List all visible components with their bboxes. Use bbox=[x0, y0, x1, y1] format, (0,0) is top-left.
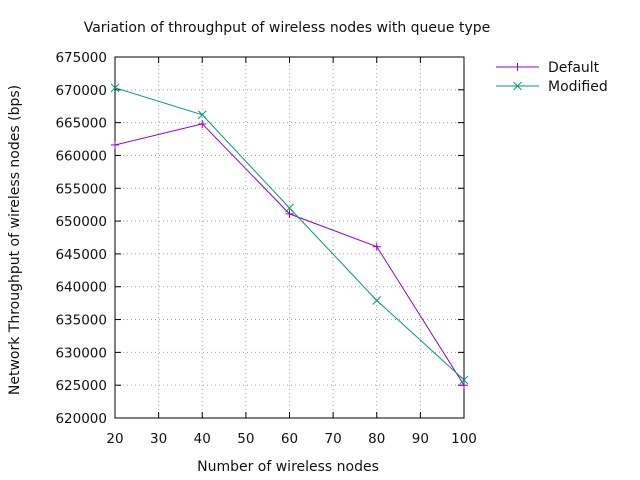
data-point-modified bbox=[459, 375, 469, 385]
x-tick-label: 60 bbox=[281, 431, 298, 447]
x-tick-label: 70 bbox=[325, 431, 342, 447]
y-tick-label: 640000 bbox=[55, 280, 107, 296]
data-point-modified bbox=[285, 203, 294, 213]
x-tick-label: 30 bbox=[150, 431, 167, 447]
data-point-modified bbox=[197, 110, 207, 120]
y-tick-label: 630000 bbox=[55, 345, 107, 361]
legend-marker-default bbox=[513, 63, 522, 71]
y-tick-label: 625000 bbox=[55, 378, 107, 394]
x-tick-label: 50 bbox=[237, 431, 254, 447]
y-tick-label: 620000 bbox=[55, 411, 107, 427]
y-tick-label: 670000 bbox=[55, 83, 107, 99]
data-point-default bbox=[460, 381, 468, 390]
legend-label-modified: Modified bbox=[548, 79, 608, 95]
y-tick-label: 675000 bbox=[55, 50, 107, 66]
data-point-modified bbox=[110, 83, 120, 93]
data-point-default bbox=[111, 140, 119, 149]
x-tick-label: 90 bbox=[412, 431, 429, 447]
y-axis-label: Network Throughput of wireless nodes (bp… bbox=[7, 85, 23, 395]
y-tick-label: 650000 bbox=[55, 214, 107, 230]
axis-ticks: 620000 625000 630000 635000 640000 645000 6500… bbox=[55, 50, 476, 447]
data-point-default bbox=[285, 209, 294, 218]
grid bbox=[115, 57, 464, 418]
y-tick-label: 645000 bbox=[55, 247, 107, 263]
data-point-default bbox=[198, 119, 207, 128]
y-tick-label: 665000 bbox=[55, 116, 107, 132]
data-point-modified bbox=[372, 296, 382, 305]
y-tick-label: 660000 bbox=[55, 148, 107, 164]
x-tick-label: 100 bbox=[451, 431, 477, 447]
x-tick-label: 20 bbox=[106, 431, 123, 447]
x-axis-label: Number of wireless nodes bbox=[197, 459, 379, 475]
legend: Default Modified bbox=[496, 60, 608, 95]
chart-title: Variation of throughput of wireless node… bbox=[84, 20, 491, 36]
x-tick-label: 40 bbox=[194, 431, 211, 447]
y-tick-label: 635000 bbox=[55, 313, 107, 329]
series-group bbox=[110, 83, 469, 390]
legend-marker-modified bbox=[513, 81, 522, 91]
y-tick-label: 655000 bbox=[55, 181, 107, 197]
legend-label-default: Default bbox=[548, 60, 600, 76]
data-point-default bbox=[372, 242, 381, 251]
x-tick-label: 80 bbox=[368, 431, 385, 447]
